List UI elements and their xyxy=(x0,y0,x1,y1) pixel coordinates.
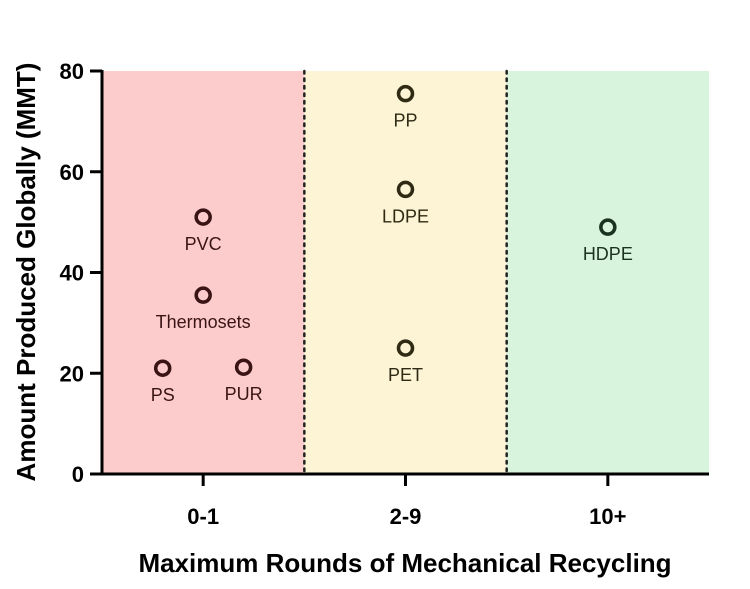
point-label-hdpe: HDPE xyxy=(583,244,633,264)
point-label-thermosets: Thermosets xyxy=(156,312,251,332)
x-axis-title: Maximum Rounds of Mechanical Recycling xyxy=(138,548,671,578)
point-label-pp: PP xyxy=(393,111,417,131)
x-tick-label: 0-1 xyxy=(187,504,219,529)
category-regions xyxy=(102,71,709,474)
point-pp xyxy=(396,84,415,103)
region-0-1 xyxy=(102,71,305,474)
y-tick-label: 40 xyxy=(60,261,84,286)
point-label-pur: PUR xyxy=(225,384,263,404)
point-label-pet: PET xyxy=(388,365,423,385)
y-tick-label: 0 xyxy=(72,462,84,487)
point-label-ldpe: LDPE xyxy=(382,206,429,226)
y-tick-label: 80 xyxy=(60,59,84,84)
data-points: PVC Thermosets PS PUR PP LDPE PET HDPE xyxy=(151,84,633,405)
point-ps xyxy=(153,359,172,377)
point-thermosets xyxy=(194,286,212,304)
point-label-ps: PS xyxy=(151,385,175,405)
x-tick-label: 2-9 xyxy=(390,504,422,529)
axes: 0 20 40 60 80 0-1 2-9 10+ xyxy=(60,59,709,529)
point-hdpe xyxy=(599,218,617,236)
y-tick-label: 60 xyxy=(60,160,84,185)
y-tick-label: 20 xyxy=(60,361,84,386)
y-axis-title: Amount Produced Globally (MMT) xyxy=(11,63,41,482)
point-label-pvc: PVC xyxy=(185,234,222,254)
point-ldpe xyxy=(396,180,415,199)
point-pur xyxy=(234,358,253,376)
region-2-9 xyxy=(304,71,507,474)
region-10+ xyxy=(506,71,709,474)
category-dividers xyxy=(303,69,508,476)
point-pet xyxy=(396,339,415,357)
point-pvc xyxy=(194,208,212,226)
x-tick-label: 10+ xyxy=(589,504,626,529)
